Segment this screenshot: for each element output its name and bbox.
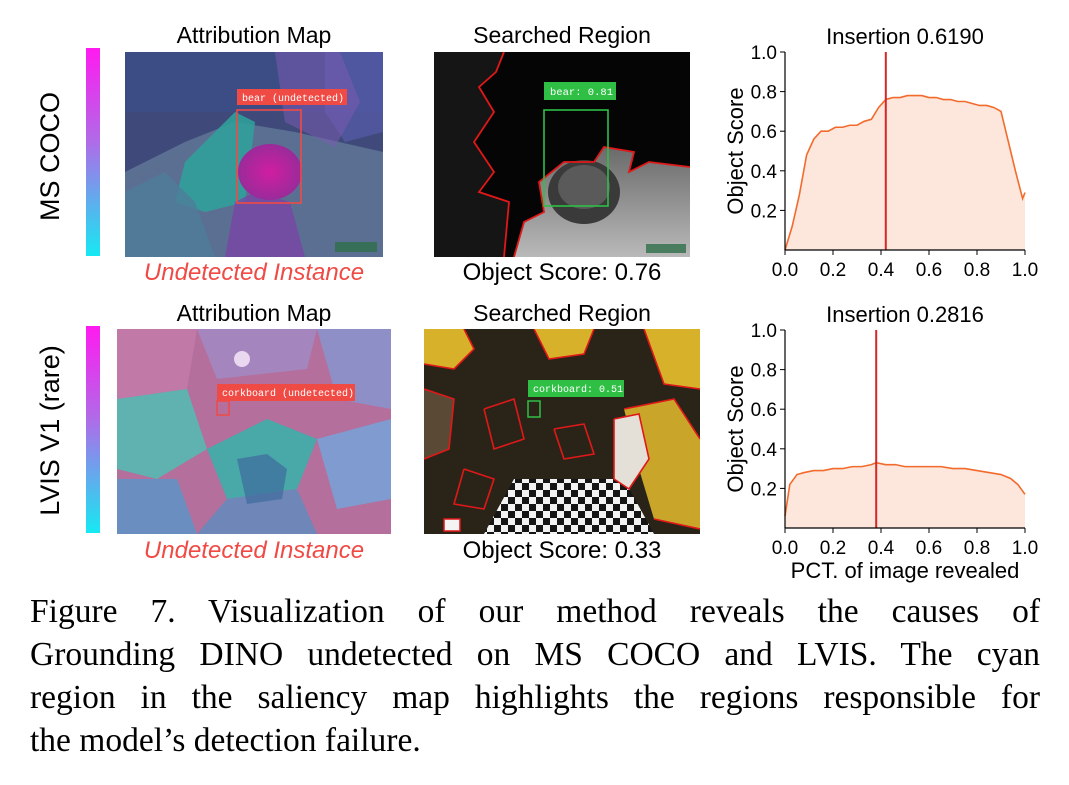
chart1-xtick-label-2: 0.4 bbox=[868, 538, 895, 559]
chart1-ytick-label-2: 0.6 bbox=[751, 400, 777, 421]
chart0-ytick-label-2: 0.6 bbox=[751, 122, 777, 143]
caption-line-1: Figure 7. Visualization of our method re… bbox=[30, 593, 1040, 630]
chart1-xlabel: PCT. of image revealed bbox=[791, 558, 1020, 583]
row1-searched-bbox-label: bear: 0.81 bbox=[550, 87, 613, 99]
row1-insertion-chart: Insertion 0.6190 0.2 0.4 0.6 0.8 1.0 0.0 0.2 0.4… bbox=[723, 24, 1038, 281]
row2-attribution-image: corkboard (undetected) bbox=[117, 329, 391, 534]
chart0-ytick-label-4: 1.0 bbox=[751, 43, 777, 64]
chart0-score-line bbox=[784, 94, 1026, 251]
row1-attribution-map: bear (undetected) bbox=[125, 52, 383, 257]
caption-line-4: the model’s detection failure. bbox=[30, 722, 421, 759]
row1-object-score: Object Score: 0.76 bbox=[462, 259, 662, 286]
row1-searched-bbox bbox=[543, 109, 609, 207]
chart1-score-line bbox=[784, 461, 1026, 517]
chart1-xtick-label-4: 0.8 bbox=[964, 538, 990, 559]
row2-gradient-bar bbox=[86, 326, 100, 533]
chart1-ytick-label-4: 1.0 bbox=[751, 321, 777, 342]
row1-searched-title: Searched Region bbox=[473, 22, 651, 48]
row2-object-score: Object Score: 0.33 bbox=[462, 537, 662, 564]
chart0-xtick-label-5: 1.0 bbox=[1012, 260, 1038, 281]
chart0-title: Insertion 0.6190 bbox=[826, 24, 984, 49]
chart1-xtick-label-5: 1.0 bbox=[1012, 538, 1038, 559]
chart0-xtick-label-0: 0.0 bbox=[772, 260, 798, 281]
row1-attr-bbox bbox=[236, 109, 302, 204]
row2-label-text: LVIS V1 (rare) bbox=[34, 344, 65, 516]
row1-label-text: MS COCO bbox=[34, 91, 65, 221]
row1-gradient-bar bbox=[86, 48, 100, 256]
row1-label: MS COCO bbox=[30, 36, 70, 276]
chart0-xtick-label-1: 0.2 bbox=[820, 260, 846, 281]
row1-searched-image: bear: 0.81 bbox=[434, 52, 690, 257]
chart1-ylabel: Object Score bbox=[723, 365, 748, 492]
row2-undetected-subtitle: Undetected Instance bbox=[143, 537, 365, 564]
chart1-xtick-label-3: 0.6 bbox=[916, 538, 942, 559]
row2-searched-title: Searched Region bbox=[473, 300, 651, 326]
row2-attribution-map: corkboard (undetected) bbox=[117, 329, 391, 534]
chart1-title: Insertion 0.2816 bbox=[826, 302, 984, 327]
row1-attribution-image: bear (undetected) bbox=[125, 52, 383, 257]
row2-searched-image: corkboard: 0.51 bbox=[424, 329, 700, 534]
row1-searched-region: bear: 0.81 bbox=[434, 52, 690, 257]
chart1-ytick-label-1: 0.4 bbox=[751, 440, 778, 461]
row1-attr-bbox-label: bear (undetected) bbox=[242, 93, 344, 105]
row2-searched-bbox bbox=[527, 400, 541, 418]
chart1-xtick-label-1: 0.2 bbox=[820, 538, 846, 559]
chart0-ytick-label-1: 0.4 bbox=[751, 162, 778, 183]
chart1-xtick-label-0: 0.0 bbox=[772, 538, 798, 559]
chart0-ytick-label-3: 0.8 bbox=[751, 83, 777, 104]
chart0-xtick-label-2: 0.4 bbox=[868, 260, 895, 281]
caption-line-2: Grounding DINO undetected on MS COCO and… bbox=[30, 636, 1040, 673]
chart1-area-fill bbox=[785, 462, 1025, 528]
figure-caption: Figure 7. Visualization of our method re… bbox=[30, 590, 1040, 762]
chart0-ylabel: Object Score bbox=[723, 87, 748, 214]
row2-attribution-title: Attribution Map bbox=[176, 300, 332, 326]
row1-attribution-title: Attribution Map bbox=[176, 22, 332, 48]
chart0-ytick-label-0: 0.2 bbox=[751, 201, 777, 222]
chart0-area-fill bbox=[785, 95, 1025, 250]
row2-label: LVIS V1 (rare) bbox=[30, 310, 70, 550]
row1-undetected-subtitle: Undetected Instance bbox=[143, 259, 365, 286]
chart0-xtick-label-3: 0.6 bbox=[916, 260, 942, 281]
chart1-ytick-label-0: 0.2 bbox=[751, 479, 777, 500]
chart0-xtick-label-4: 0.8 bbox=[964, 260, 990, 281]
caption-line-3: region in the saliency map highlights th… bbox=[30, 679, 1040, 716]
row2-insertion-chart: Insertion 0.2816 0.2 0.4 0.6 0.8 1.0 0.0 0.2 0.4… bbox=[723, 302, 1038, 583]
row2-searched-region: corkboard: 0.51 bbox=[424, 329, 700, 534]
row2-attr-bbox-label: corkboard (undetected) bbox=[222, 388, 354, 400]
chart1-ytick-label-3: 0.8 bbox=[751, 361, 777, 382]
row2-searched-bbox-label: corkboard: 0.51 bbox=[533, 384, 623, 396]
